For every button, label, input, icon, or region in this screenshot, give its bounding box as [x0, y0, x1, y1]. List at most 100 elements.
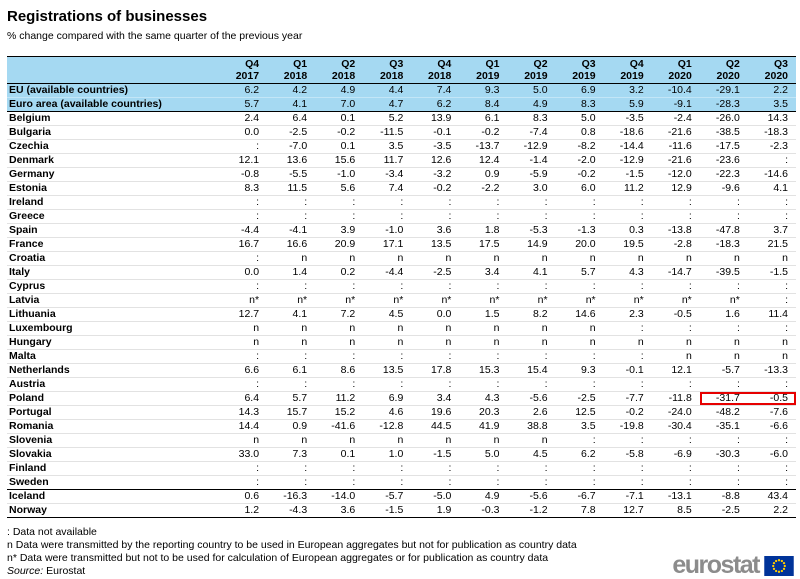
- value-cell: 4.5: [363, 307, 412, 322]
- value-cell: :: [699, 461, 748, 476]
- country-name: Denmark: [7, 153, 219, 168]
- value-cell: :: [555, 195, 604, 210]
- source-line: Source: Eurostat: [7, 565, 577, 578]
- value-cell: -0.1: [411, 125, 460, 140]
- value-cell: :: [603, 475, 652, 490]
- value-cell: -4.4: [363, 265, 412, 280]
- value-cell: :: [603, 433, 652, 448]
- value-cell: 4.1: [267, 307, 316, 322]
- value-cell: :: [363, 377, 412, 392]
- value-cell: n: [411, 433, 460, 448]
- value-cell: -12.8: [363, 419, 412, 434]
- value-cell: n*: [507, 293, 556, 308]
- value-cell: :: [363, 209, 412, 224]
- value-cell: -1.4: [507, 153, 556, 168]
- value-cell: -5.7: [363, 489, 412, 504]
- column-header: Q3 2018: [363, 56, 412, 84]
- value-cell: -3.2: [411, 167, 460, 182]
- table-row: Finland::::::::::::: [7, 461, 796, 476]
- value-cell: :: [555, 279, 604, 294]
- value-cell: 12.4: [459, 153, 508, 168]
- value-cell: 6.1: [459, 111, 508, 126]
- value-cell: :: [315, 209, 364, 224]
- value-cell: :: [267, 209, 316, 224]
- value-cell: n*: [459, 293, 508, 308]
- value-cell: -1.5: [411, 447, 460, 462]
- value-cell: 11.5: [267, 181, 316, 196]
- value-cell: 12.7: [603, 503, 652, 518]
- table-row: Malta::::::::: n n n: [7, 349, 796, 364]
- value-cell: -4.1: [267, 223, 316, 238]
- value-cell: :: [603, 461, 652, 476]
- value-cell: n: [315, 321, 364, 336]
- value-cell: 15.3: [459, 363, 508, 378]
- value-cell: :: [603, 279, 652, 294]
- value-cell: 3.9: [315, 223, 364, 238]
- value-cell: 11.4: [747, 307, 796, 322]
- country-name: Romania: [7, 419, 219, 434]
- value-cell: -23.6: [699, 153, 748, 168]
- value-cell: 6.2: [555, 447, 604, 462]
- country-name: Czechia: [7, 139, 219, 154]
- value-cell: -11.8: [651, 391, 700, 406]
- value-cell: :: [315, 195, 364, 210]
- value-cell: :: [411, 209, 460, 224]
- value-cell: -16.3: [267, 489, 316, 504]
- value-cell: :: [699, 377, 748, 392]
- value-cell: -0.2: [315, 125, 364, 140]
- value-cell: n*: [219, 293, 268, 308]
- value-cell: -2.2: [459, 181, 508, 196]
- value-cell: n: [363, 335, 412, 350]
- value-cell: -39.5: [699, 265, 748, 280]
- value-cell: n: [507, 335, 556, 350]
- value-cell: :: [603, 321, 652, 336]
- value-cell: 3.7: [747, 223, 796, 238]
- table-row: Portugal 14.3 15.7 15.2 4.6 19.6 20.3 2.6 12.5 -0…: [7, 405, 796, 420]
- value-cell: :: [507, 349, 556, 364]
- value-cell: -6.9: [651, 447, 700, 462]
- value-cell: -12.0: [651, 167, 700, 182]
- value-cell: n: [267, 433, 316, 448]
- value-cell: 3.2: [603, 83, 652, 98]
- table-row: Luxembourg n n n n n n n n::::: [7, 321, 796, 336]
- value-cell: 0.1: [315, 139, 364, 154]
- column-header: Q4 2019: [603, 56, 652, 84]
- value-cell: :: [267, 279, 316, 294]
- value-cell: 2.2: [747, 503, 796, 518]
- value-cell: 13.5: [363, 363, 412, 378]
- value-cell: 11.7: [363, 153, 412, 168]
- value-cell: :: [507, 461, 556, 476]
- value-cell: :: [699, 209, 748, 224]
- value-cell: 2.2: [747, 83, 796, 98]
- value-cell: -10.4: [651, 83, 700, 98]
- value-cell: :: [411, 349, 460, 364]
- value-cell: :: [651, 433, 700, 448]
- value-cell: 9.3: [459, 83, 508, 98]
- value-cell: -30.4: [651, 419, 700, 434]
- value-cell: -5.5: [267, 167, 316, 182]
- value-cell: :: [459, 209, 508, 224]
- value-cell: n: [315, 335, 364, 350]
- value-cell: :: [555, 349, 604, 364]
- value-cell: n: [459, 321, 508, 336]
- value-cell: 3.4: [459, 265, 508, 280]
- value-cell: 2.4: [219, 111, 268, 126]
- value-cell: -19.8: [603, 419, 652, 434]
- value-cell: 6.6: [219, 363, 268, 378]
- value-cell: :: [699, 279, 748, 294]
- value-cell: n: [459, 251, 508, 266]
- value-cell: n: [603, 251, 652, 266]
- value-cell: n: [459, 433, 508, 448]
- country-name: Euro area (available countries): [7, 97, 219, 112]
- value-cell: 8.5: [651, 503, 700, 518]
- table-row: Romania 14.4 0.9 -41.6 -12.8 44.5 41.9 38.8 3.5-…: [7, 419, 796, 434]
- value-cell: :: [507, 475, 556, 490]
- value-cell: n: [555, 335, 604, 350]
- table-body: EU (available countries) 6.2 4.2 4.9 4.4 7.4 9…: [7, 83, 796, 518]
- value-cell: 6.4: [219, 391, 268, 406]
- value-cell: :: [315, 461, 364, 476]
- value-cell: n: [267, 251, 316, 266]
- value-cell: -2.5: [267, 125, 316, 140]
- value-cell: -48.2: [699, 405, 748, 420]
- value-cell: 3.6: [315, 503, 364, 518]
